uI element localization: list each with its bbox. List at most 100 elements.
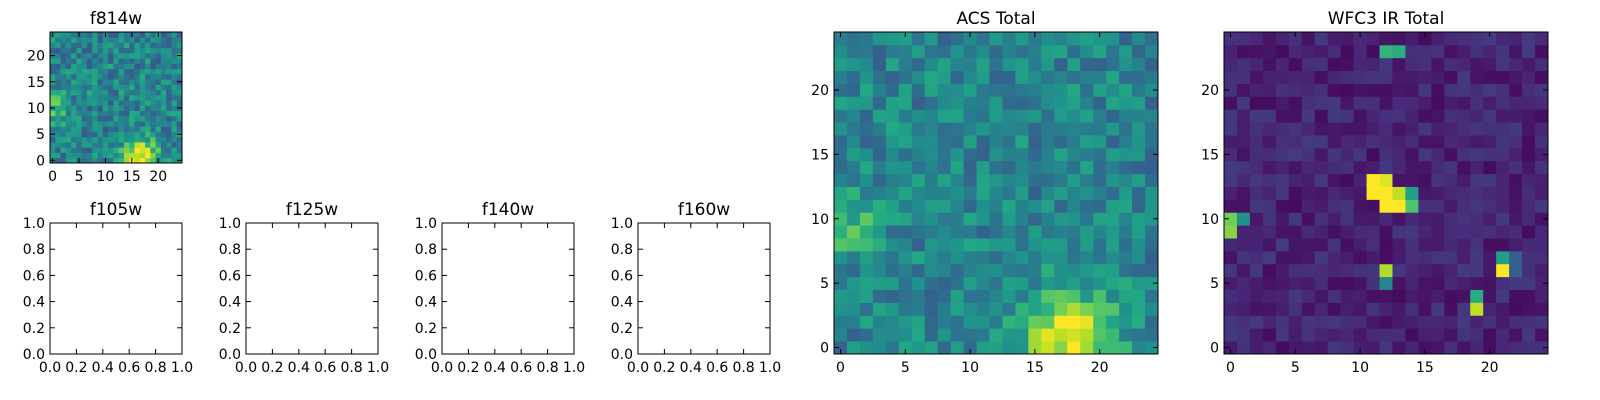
heatmap-cell — [1496, 276, 1510, 290]
heatmap-cell — [1522, 276, 1536, 290]
heatmap-cell — [1327, 173, 1342, 187]
heatmap-cell — [150, 94, 156, 101]
y-tick-label: 0 — [1210, 341, 1219, 357]
heatmap-cell — [1028, 328, 1042, 342]
heatmap-cell — [1496, 328, 1510, 342]
heatmap-cell — [963, 44, 977, 59]
x-tick-label: 5 — [901, 360, 910, 376]
x-tick-label: 15 — [1026, 360, 1044, 376]
heatmap-cell — [129, 126, 135, 132]
heatmap-cell — [911, 315, 926, 329]
heatmap-cell — [139, 136, 146, 143]
heatmap-cell — [1353, 199, 1367, 213]
heatmap-cell — [1106, 83, 1120, 97]
heatmap-cell — [1431, 186, 1445, 200]
heatmap-cell — [1535, 32, 1549, 46]
heatmap-cell — [1145, 276, 1159, 290]
heatmap-cell — [65, 157, 72, 164]
heatmap-cell — [1522, 32, 1536, 46]
heatmap-cell — [1145, 212, 1159, 226]
heatmap-cell — [171, 152, 178, 159]
heatmap-cell — [1301, 44, 1316, 59]
heatmap-cell — [924, 328, 939, 342]
heatmap-cell — [950, 328, 964, 342]
heatmap-cell — [1483, 57, 1497, 72]
heatmap-cell — [76, 73, 83, 80]
heatmap-cell — [1379, 70, 1393, 84]
heatmap-cell — [1145, 96, 1159, 110]
heatmap-cell — [898, 147, 913, 162]
heatmap-cell — [118, 105, 125, 111]
heatmap-cell — [1054, 83, 1068, 97]
heatmap-cell — [1483, 302, 1497, 316]
heatmap-cell — [1431, 109, 1445, 123]
heatmap-cell — [86, 58, 93, 64]
heatmap-cell — [97, 152, 104, 159]
heatmap-cell — [1444, 328, 1458, 342]
x-tick-label: 0.6 — [118, 360, 140, 376]
heatmap-cell — [1275, 57, 1290, 72]
heatmap-cell — [1392, 70, 1406, 84]
heatmap-cell — [911, 70, 926, 84]
heatmap-cell — [1262, 122, 1277, 136]
heatmap-cell — [859, 199, 874, 213]
heatmap-cell — [1457, 160, 1471, 175]
heatmap-cell — [1028, 263, 1042, 278]
heatmap-cell — [872, 135, 887, 149]
heatmap-cell — [872, 276, 887, 290]
heatmap-cell — [1275, 276, 1290, 290]
heatmap-cell — [989, 328, 1003, 342]
heatmap-cell — [1119, 341, 1133, 355]
heatmap-cell — [1119, 83, 1133, 97]
x-tick-label: 1.0 — [563, 360, 585, 376]
heatmap-cell — [1067, 225, 1081, 239]
heatmap-cell — [139, 147, 146, 153]
heatmap-cell — [963, 122, 977, 136]
heatmap-cell — [1054, 32, 1068, 46]
heatmap-cell — [166, 142, 172, 148]
heatmap-cell — [898, 83, 913, 97]
heatmap-cell — [60, 73, 67, 80]
heatmap-cell — [1418, 57, 1432, 72]
heatmap-cell — [108, 94, 114, 101]
heatmap-cell — [60, 131, 67, 138]
heatmap-cell — [1067, 289, 1081, 303]
heatmap-cell — [1405, 57, 1419, 72]
heatmap-cell — [108, 121, 114, 127]
heatmap-cell — [898, 289, 913, 303]
heatmap-cell — [1392, 44, 1406, 59]
heatmap-cell — [1496, 250, 1510, 265]
heatmap-cell — [1379, 328, 1393, 342]
heatmap-cell — [92, 79, 98, 85]
heatmap-cell — [1041, 57, 1055, 72]
heatmap-cell — [155, 152, 162, 159]
heatmap-cell — [129, 100, 135, 106]
heatmap-cell — [1145, 315, 1159, 329]
heatmap-cell — [963, 302, 977, 316]
heatmap-cell — [50, 47, 56, 54]
heatmap-cell — [834, 122, 848, 136]
heatmap-cell — [950, 212, 964, 226]
heatmap-cell — [1106, 238, 1120, 252]
heatmap-cell — [846, 44, 861, 59]
heatmap-cell — [1262, 238, 1277, 252]
heatmap-cell — [1041, 238, 1055, 252]
heatmap-cell — [1522, 135, 1536, 149]
heatmap-cell — [1509, 302, 1523, 316]
heatmap-cell — [50, 121, 56, 127]
heatmap-cell — [1509, 186, 1523, 200]
heatmap-cell — [1314, 212, 1329, 226]
heatmap-cell — [60, 110, 67, 117]
heatmap-cell — [1457, 96, 1471, 110]
heatmap-cell — [71, 63, 77, 70]
heatmap-cell — [92, 100, 98, 106]
heatmap-cell — [97, 79, 104, 85]
heatmap-cell — [924, 199, 939, 213]
heatmap-cell — [1405, 341, 1419, 355]
heatmap-cell — [60, 121, 67, 127]
y-tick-label: 0.0 — [23, 347, 45, 363]
heatmap-cell — [108, 136, 114, 143]
heatmap-cell — [1470, 263, 1484, 278]
heatmap-cell — [976, 250, 990, 265]
heatmap-cell — [1067, 70, 1081, 84]
